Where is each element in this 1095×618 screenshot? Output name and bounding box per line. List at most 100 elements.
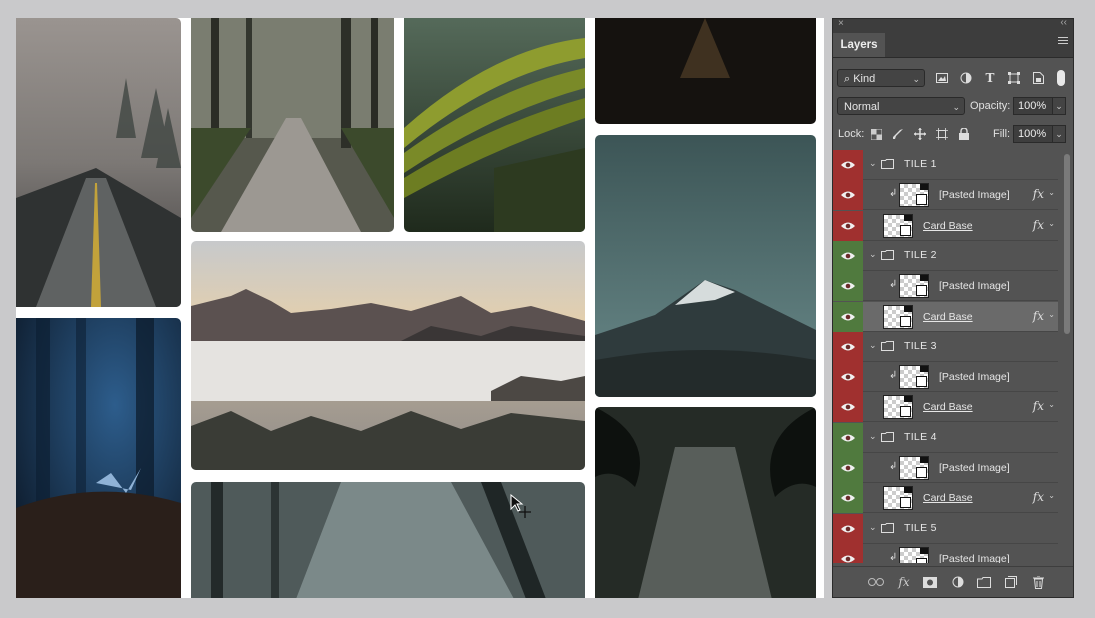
image-filter-icon[interactable]: [933, 69, 951, 87]
layer-effects-icon[interactable]: fx: [1032, 399, 1044, 414]
shape-filter-icon[interactable]: [1005, 69, 1023, 87]
layer-name[interactable]: [Pasted Image]: [939, 280, 1010, 293]
visibility-eye-icon[interactable]: [833, 331, 863, 362]
layer-name[interactable]: Card Base: [923, 401, 973, 414]
visibility-eye-icon[interactable]: [833, 271, 863, 302]
visibility-eye-icon[interactable]: [833, 422, 863, 453]
lock-all-icon[interactable]: [955, 125, 973, 143]
expand-effects-icon[interactable]: ⌄: [1048, 400, 1055, 410]
tab-layers[interactable]: Layers: [833, 33, 885, 57]
layer-row[interactable]: ⌄ TILE 2: [833, 240, 1058, 271]
layer-thumbnail[interactable]: [883, 304, 913, 329]
opacity-dropdown-icon[interactable]: ⌄: [1052, 97, 1066, 115]
layer-effects-icon[interactable]: fx: [1032, 490, 1044, 505]
layer-row[interactable]: ↲ [Pasted Image] fx ⌄: [833, 180, 1058, 211]
filter-kind-select[interactable]: ⌕ Kind ⌄: [837, 69, 925, 87]
tile-dark-forest-image[interactable]: [595, 407, 816, 598]
expand-group-icon[interactable]: ⌄: [869, 430, 877, 441]
layer-thumbnail[interactable]: [883, 213, 913, 238]
layers-list[interactable]: ⌄ TILE 1 ↲ [Pasted Image] fx ⌄ Card Base fx ⌄ ⌄ TI…: [833, 150, 1058, 563]
expand-group-icon[interactable]: ⌄: [869, 248, 877, 259]
layer-effects-icon[interactable]: fx: [1032, 187, 1044, 202]
layer-thumbnail[interactable]: [899, 546, 929, 563]
layer-row[interactable]: ↲ [Pasted Image]: [833, 453, 1058, 483]
layer-name[interactable]: [Pasted Image]: [939, 189, 1010, 202]
layer-thumbnail[interactable]: [899, 456, 929, 480]
layer-thumbnail[interactable]: [899, 274, 929, 299]
collapse-panel-icon[interactable]: ‹‹: [1060, 17, 1067, 28]
visibility-eye-icon[interactable]: [833, 543, 863, 563]
new-group-icon[interactable]: [976, 574, 992, 590]
close-panel-icon[interactable]: ×: [838, 18, 844, 29]
visibility-eye-icon[interactable]: [833, 483, 863, 514]
adjustment-icon[interactable]: [950, 574, 966, 590]
type-filter-icon[interactable]: T: [985, 71, 995, 85]
layer-row[interactable]: Card Base fx ⌄: [833, 301, 1058, 332]
panel-menu-icon[interactable]: [1058, 37, 1068, 47]
layer-effects-icon[interactable]: fx: [1032, 217, 1044, 232]
layer-row[interactable]: Card Base fx ⌄: [833, 483, 1058, 514]
visibility-eye-icon[interactable]: [833, 392, 863, 423]
layer-row[interactable]: ⌄ TILE 1: [833, 150, 1058, 180]
layer-row[interactable]: ⌄ TILE 5: [833, 513, 1058, 544]
layer-row[interactable]: Card Base fx ⌄: [833, 210, 1058, 241]
expand-group-icon[interactable]: ⌄: [869, 158, 877, 168]
visibility-eye-icon[interactable]: [833, 301, 863, 332]
visibility-eye-icon[interactable]: [833, 362, 863, 393]
tile-butterfly-image[interactable]: [16, 318, 181, 598]
visibility-eye-icon[interactable]: [833, 180, 863, 211]
layer-thumbnail[interactable]: [883, 395, 913, 420]
visibility-eye-icon[interactable]: [833, 150, 863, 180]
tile-misty-road-image[interactable]: [16, 18, 181, 307]
layer-row[interactable]: ↲ [Pasted Image]: [833, 362, 1058, 393]
layer-name[interactable]: Card Base: [923, 219, 973, 232]
expand-group-icon[interactable]: ⌄: [869, 339, 877, 350]
visibility-eye-icon[interactable]: [833, 210, 863, 241]
layers-scrollbar[interactable]: [1063, 154, 1071, 564]
fill-input[interactable]: 100%: [1013, 125, 1053, 143]
layer-thumbnail[interactable]: [899, 183, 929, 208]
layer-thumbnail[interactable]: [899, 365, 929, 390]
new-layer-icon[interactable]: [1003, 574, 1019, 590]
layer-row[interactable]: ⌄ TILE 4: [833, 422, 1058, 453]
visibility-eye-icon[interactable]: [833, 453, 863, 483]
fill-dropdown-icon[interactable]: ⌄: [1052, 125, 1066, 143]
layer-name[interactable]: [Pasted Image]: [939, 552, 1010, 563]
layer-name[interactable]: [Pasted Image]: [939, 371, 1010, 384]
fx-icon[interactable]: fx: [898, 575, 910, 589]
layer-effects-icon[interactable]: fx: [1032, 308, 1044, 323]
expand-effects-icon[interactable]: ⌄: [1048, 218, 1055, 228]
expand-effects-icon[interactable]: ⌄: [1048, 188, 1055, 198]
tile-snowy-mountain-image[interactable]: [595, 135, 816, 397]
smart-object-filter-icon[interactable]: [1029, 69, 1047, 87]
layer-name[interactable]: [Pasted Image]: [939, 462, 1010, 474]
layer-name[interactable]: Card Base: [923, 310, 973, 323]
document-canvas[interactable]: [16, 18, 824, 598]
expand-effects-icon[interactable]: ⌄: [1048, 309, 1055, 319]
lock-artboard-icon[interactable]: [933, 125, 951, 143]
link-layers-icon[interactable]: [868, 574, 884, 590]
lock-transparent-pixels-icon[interactable]: [867, 125, 885, 143]
trash-icon[interactable]: [1030, 574, 1046, 590]
layer-row[interactable]: ↲ [Pasted Image]: [833, 271, 1058, 302]
scrollbar-thumb[interactable]: [1064, 154, 1070, 334]
layer-thumbnail[interactable]: [883, 486, 913, 511]
layer-name[interactable]: Card Base: [923, 492, 973, 505]
tile-dark-road-image[interactable]: [595, 18, 816, 124]
layer-row[interactable]: ⌄ TILE 3: [833, 331, 1058, 362]
filter-toggle[interactable]: [1057, 70, 1065, 86]
adjustment-filter-icon[interactable]: [957, 69, 975, 87]
layer-row[interactable]: ↲ [Pasted Image]: [833, 543, 1058, 563]
layer-row[interactable]: Card Base fx ⌄: [833, 392, 1058, 423]
tile-forest-path-image[interactable]: [191, 18, 394, 232]
blend-mode-select[interactable]: Normal ⌄: [837, 97, 965, 115]
lock-image-pixels-icon[interactable]: [889, 125, 907, 143]
mask-icon[interactable]: [922, 574, 938, 590]
tile-foggy-mountains-image[interactable]: [191, 241, 585, 470]
expand-effects-icon[interactable]: ⌄: [1048, 491, 1055, 501]
tile-rice-terraces-image[interactable]: [404, 18, 585, 232]
visibility-eye-icon[interactable]: [833, 513, 863, 544]
opacity-input[interactable]: 100%: [1013, 97, 1053, 115]
expand-group-icon[interactable]: ⌄: [869, 521, 877, 532]
lock-position-icon[interactable]: [911, 125, 929, 143]
